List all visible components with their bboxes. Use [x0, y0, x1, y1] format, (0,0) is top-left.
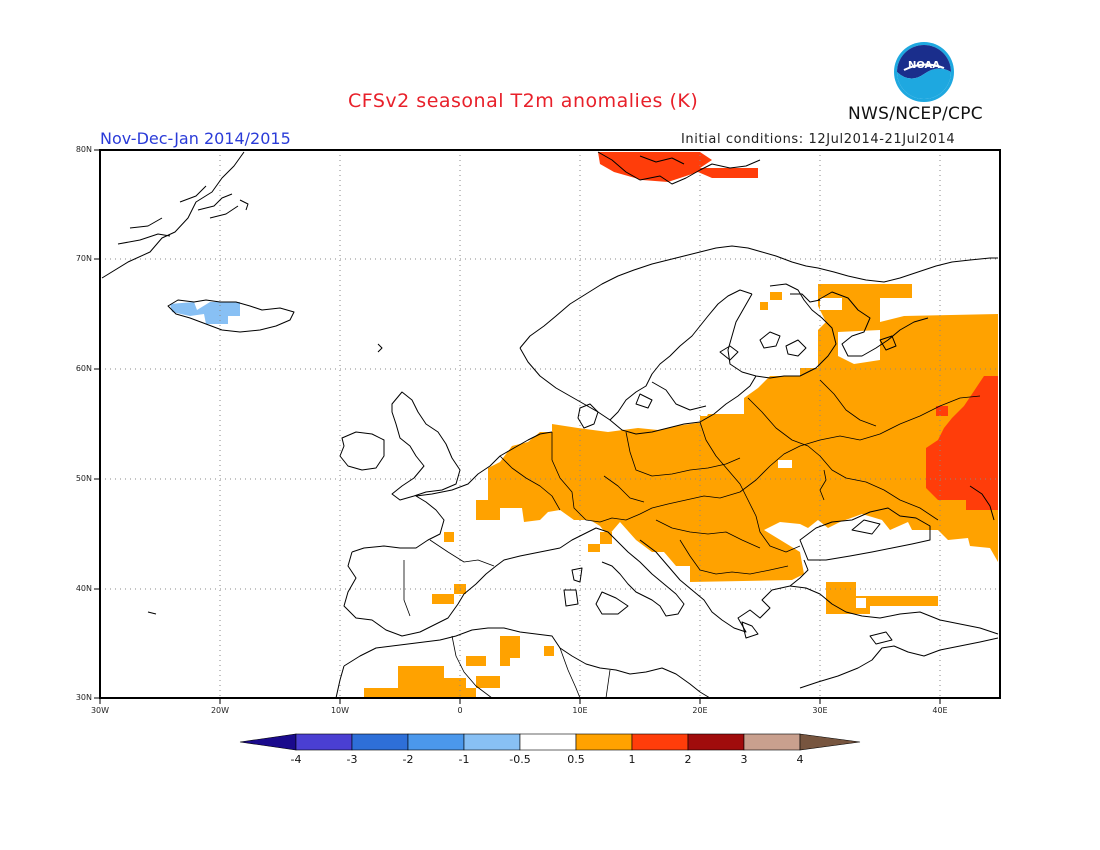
lon-label-20w: 20W: [210, 706, 230, 715]
anomaly-scand-1: [770, 292, 782, 300]
anomaly-na-1: [466, 656, 486, 666]
anomaly-north-africa: [364, 636, 520, 698]
colorbar-segment-05-1: [575, 733, 633, 751]
lat-label-60n: 60N: [75, 364, 92, 373]
anomaly-turkey: [826, 582, 938, 614]
lat-label-70n: 70N: [75, 254, 92, 263]
anomaly-small-red: [936, 406, 948, 416]
anomaly-italy-2: [588, 544, 600, 552]
anomaly-spain-3: [432, 594, 454, 604]
anomaly-hole-2: [778, 460, 792, 468]
coast-norway: [519, 245, 849, 349]
lat-label-30n: 30N: [75, 693, 92, 702]
lon-label-0: 0: [457, 706, 463, 715]
season-label: Nov-Dec-Jan 2014/2015: [100, 129, 291, 148]
lon-label-30w: 30W: [90, 706, 110, 715]
anomaly-iceland: [170, 302, 240, 324]
anomaly-scand-2: [760, 302, 768, 310]
tick-marks: [94, 149, 941, 704]
colorbar-segment-2-1: [407, 733, 465, 751]
anomaly-spain-1: [444, 532, 454, 542]
coast-turkey: [789, 585, 999, 635]
lon-label-10e: 10E: [572, 706, 588, 715]
coast-finland: [727, 283, 837, 379]
lat-label-50n: 50N: [75, 474, 92, 483]
colorbar-label-1: 1: [628, 753, 636, 766]
noaa-logo-text: NOAA: [908, 60, 940, 71]
coastlines: [101, 151, 999, 699]
coast-white-sea: [817, 291, 929, 357]
anomaly-italy-1: [600, 532, 612, 544]
colorbar-segment-2-3: [687, 733, 745, 751]
colorbar-label-minus3: -3: [346, 753, 358, 766]
coast-greenland: [101, 151, 245, 279]
agency-label: NWS/NCEP/CPC: [848, 104, 983, 124]
coast-western-europe: [351, 431, 553, 553]
colorbar-segment-lt-4: [239, 733, 297, 751]
colorbar-segment-3-2: [351, 733, 409, 751]
coast-north-africa: [343, 627, 701, 693]
initial-conditions-label: Initial conditions: 12Jul2014-21Jul2014: [681, 132, 956, 147]
coast-svalbard: [597, 151, 761, 185]
plot-frame: [99, 149, 1001, 699]
lat-label-80n: 80N: [75, 145, 92, 154]
coast-iceland: [167, 299, 295, 333]
colorbar-label-minus05: -0.5: [509, 753, 531, 766]
colorbar-label-2: 2: [684, 753, 692, 766]
colorbar-segment-3-4: [743, 733, 801, 751]
colorbar-segment-1-05: [463, 733, 521, 751]
coast-black-sea: [799, 507, 931, 561]
lon-label-20e: 20E: [692, 706, 708, 715]
lon-label-10w: 10W: [330, 706, 350, 715]
anomaly-na-2: [544, 646, 554, 656]
colorbar-segment-neutral: [519, 733, 577, 751]
colorbar-label-minus1: -1: [458, 753, 470, 766]
colorbar-label-4: 4: [796, 753, 804, 766]
map-title: CFSv2 seasonal T2m anomalies (K): [348, 90, 699, 112]
colorbar-segment-1-2: [631, 733, 689, 751]
coast-baltic: [609, 375, 757, 435]
lon-label-30e: 30E: [812, 706, 828, 715]
lat-label-40n: 40N: [75, 584, 92, 593]
colorbar-label-3: 3: [740, 753, 748, 766]
colorbar-segment-4-3: [295, 733, 353, 751]
colorbar-label-minus2: -2: [402, 753, 414, 766]
coast-italy: [559, 527, 685, 617]
colorbar-label-minus4: -4: [290, 753, 302, 766]
coast-sweden: [519, 289, 753, 421]
coast-iberia: [343, 547, 561, 637]
coast-britain: [391, 391, 461, 501]
anomaly-hole-3: [838, 330, 880, 364]
anomaly-svalbard: [598, 152, 758, 182]
anomaly-russia-red: [926, 376, 998, 510]
anomaly-hole-1: [820, 298, 842, 310]
colorbar: [239, 733, 861, 751]
coast-ireland: [339, 431, 385, 471]
anomaly-scand-3: [700, 416, 712, 424]
coast-balkans: [639, 539, 809, 633]
colorbar-segment-gt-4: [799, 733, 861, 751]
noaa-logo: NOAA: [894, 42, 954, 102]
coast-denmark: [577, 403, 599, 429]
lon-label-40e: 40E: [932, 706, 948, 715]
anomaly-turkey-hole: [856, 598, 866, 608]
colorbar-label-05: 0.5: [567, 753, 585, 766]
